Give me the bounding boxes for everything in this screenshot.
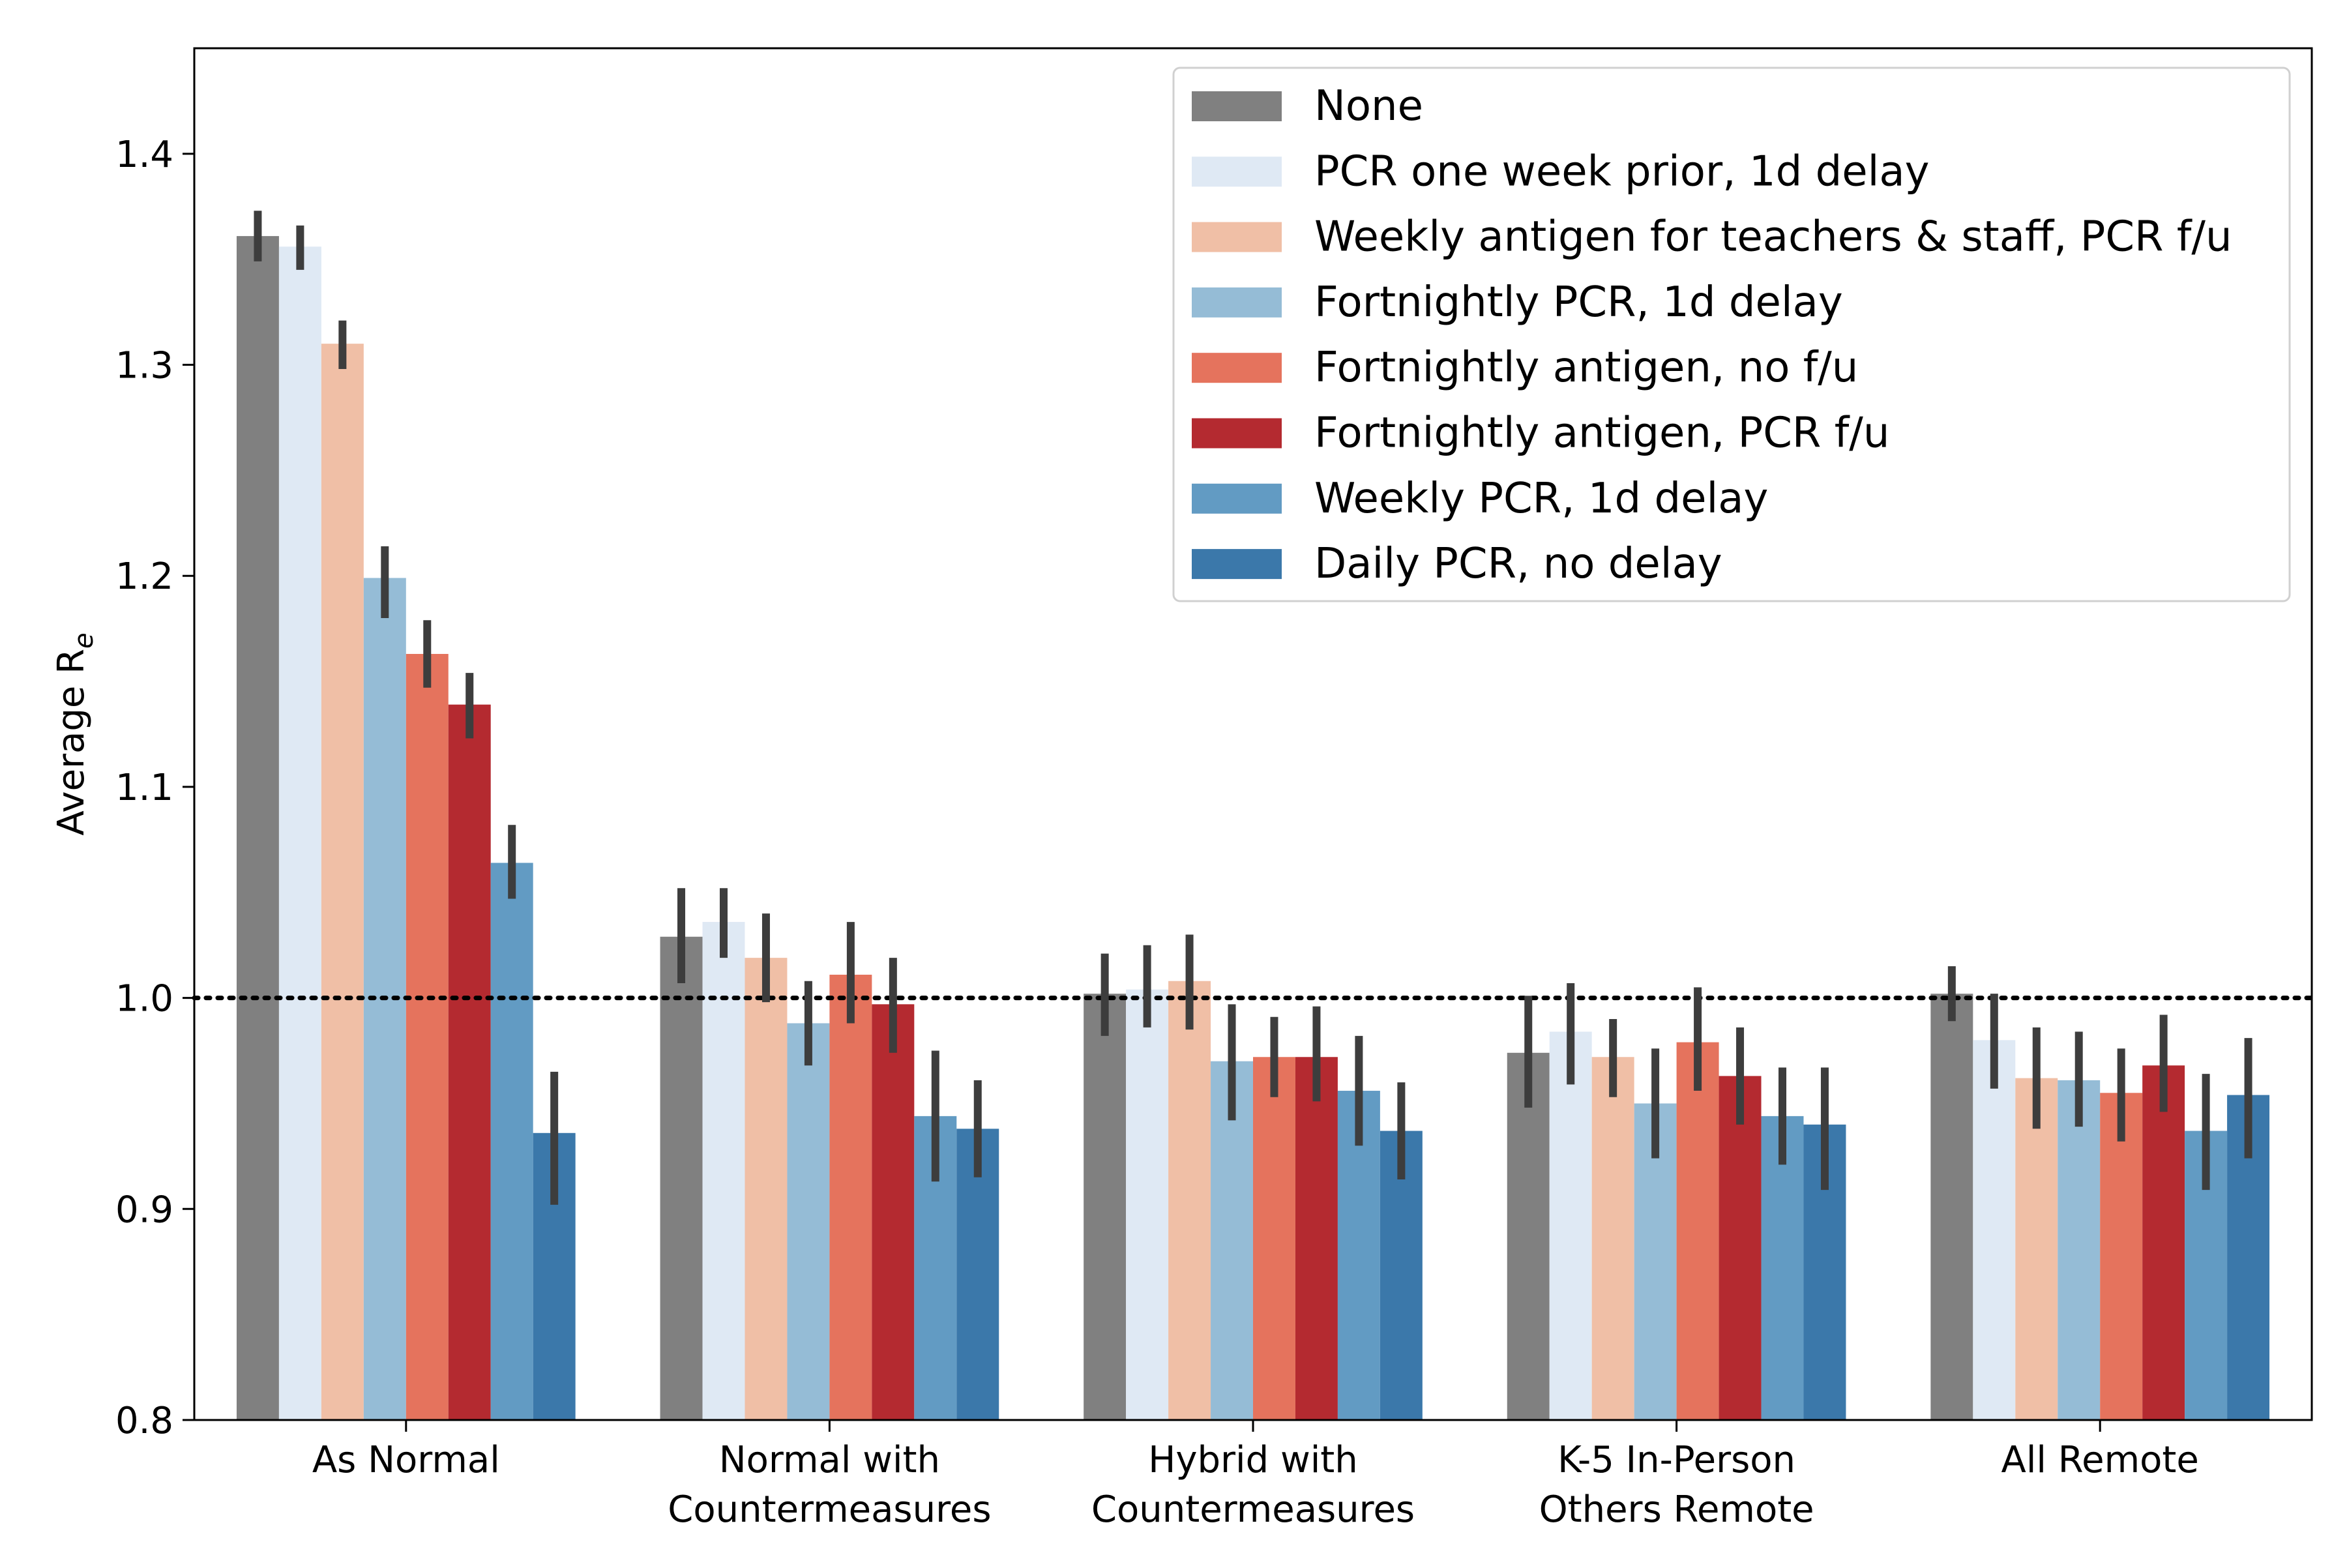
- bar-series-0-cat-1: [660, 936, 703, 1420]
- y-tick-label: 1.4: [115, 134, 173, 176]
- bar-series-5-cat-3: [1719, 1076, 1762, 1420]
- x-tick-label: Countermeasures: [668, 1488, 991, 1531]
- bar-series-0-cat-4: [1930, 994, 1973, 1420]
- legend-swatch-1: [1192, 156, 1282, 187]
- bar-series-6-cat-2: [1337, 1091, 1380, 1420]
- legend-swatch-6: [1192, 483, 1282, 514]
- bar-series-5-cat-0: [448, 704, 491, 1420]
- axes-layer: 0.8 0.9 1.0 1.1 1.2 1.3 1.4 As Normal Normal wit…: [50, 47, 2313, 1531]
- bar-series-5-cat-2: [1295, 1057, 1338, 1420]
- x-tick-label: All Remote: [2001, 1439, 2199, 1481]
- bar-series-2-cat-1: [745, 958, 788, 1420]
- bars-layer: [236, 236, 2270, 1421]
- error-bars-layer: [254, 211, 2252, 1205]
- y-tick-label: 1.3: [115, 345, 173, 387]
- bar-series-4-cat-2: [1253, 1057, 1295, 1420]
- legend-label-4: Fortnightly antigen, no f/u: [1314, 344, 1858, 392]
- bar-series-2-cat-0: [321, 344, 364, 1421]
- bar-series-5-cat-4: [2142, 1065, 2185, 1420]
- legend-swatch-4: [1192, 353, 1282, 383]
- x-tick-label: Hybrid with: [1148, 1439, 1358, 1481]
- bar-series-0-cat-3: [1507, 1052, 1550, 1420]
- legend-swatch-7: [1192, 549, 1282, 580]
- bar-series-2-cat-3: [1591, 1057, 1634, 1420]
- legend-label-2: Weekly antigen for teachers & staff, PCR…: [1314, 213, 2232, 261]
- bar-series-1-cat-4: [1973, 1040, 2016, 1420]
- legend: None PCR one week prior, 1d delay Weekly a…: [1172, 67, 2291, 602]
- bar-series-1-cat-1: [702, 922, 745, 1420]
- bar-series-2-cat-2: [1168, 981, 1211, 1420]
- bar-series-0-cat-2: [1084, 994, 1127, 1420]
- bar-series-0-cat-0: [236, 236, 279, 1420]
- legend-swatch-5: [1192, 418, 1282, 449]
- bar-series-1-cat-3: [1549, 1031, 1592, 1420]
- y-tick-label: 1.2: [115, 555, 173, 598]
- bar-series-3-cat-4: [2058, 1080, 2101, 1420]
- legend-swatch-3: [1192, 287, 1282, 318]
- bar-series-1-cat-0: [278, 246, 321, 1421]
- bar-series-4-cat-4: [2100, 1093, 2143, 1420]
- x-tick-label: Others Remote: [1539, 1488, 1814, 1531]
- bar-series-4-cat-0: [406, 653, 449, 1420]
- legend-box: [1172, 67, 2291, 602]
- x-tick-label: Countermeasures: [1091, 1488, 1415, 1531]
- legend-label-0: None: [1314, 82, 1423, 130]
- y-tick-label: 0.9: [115, 1189, 173, 1231]
- bar-series-5-cat-1: [872, 1004, 915, 1420]
- bar-series-1-cat-2: [1126, 989, 1169, 1420]
- legend-label-3: Fortnightly PCR, 1d delay: [1314, 278, 1843, 327]
- x-tick-label: Normal with: [719, 1439, 940, 1481]
- bar-series-2-cat-4: [2015, 1078, 2058, 1420]
- y-axis-label: Average Re: [50, 632, 99, 835]
- bar-series-6-cat-0: [490, 863, 533, 1420]
- legend-label-1: PCR one week prior, 1d delay: [1314, 147, 1929, 196]
- y-tick-label: 1.1: [115, 767, 173, 809]
- bar-series-4-cat-3: [1676, 1042, 1719, 1420]
- x-tick-label: K-5 In-Person: [1557, 1439, 1795, 1481]
- legend-swatch-2: [1192, 222, 1282, 252]
- y-tick-label: 1.0: [115, 978, 173, 1020]
- legend-label-6: Weekly PCR, 1d delay: [1314, 475, 1768, 523]
- bar-series-6-cat-3: [1761, 1116, 1804, 1420]
- bar-series-3-cat-1: [787, 1023, 830, 1420]
- legend-label-7: Daily PCR, no delay: [1314, 540, 1722, 588]
- x-tick-label: As Normal: [312, 1439, 500, 1481]
- bar-series-3-cat-2: [1211, 1061, 1253, 1420]
- bar-series-4-cat-1: [829, 975, 872, 1420]
- y-tick-label: 0.8: [115, 1400, 173, 1442]
- legend-label-5: Fortnightly antigen, PCR f/u: [1314, 409, 1889, 458]
- legend-swatch-0: [1192, 91, 1282, 121]
